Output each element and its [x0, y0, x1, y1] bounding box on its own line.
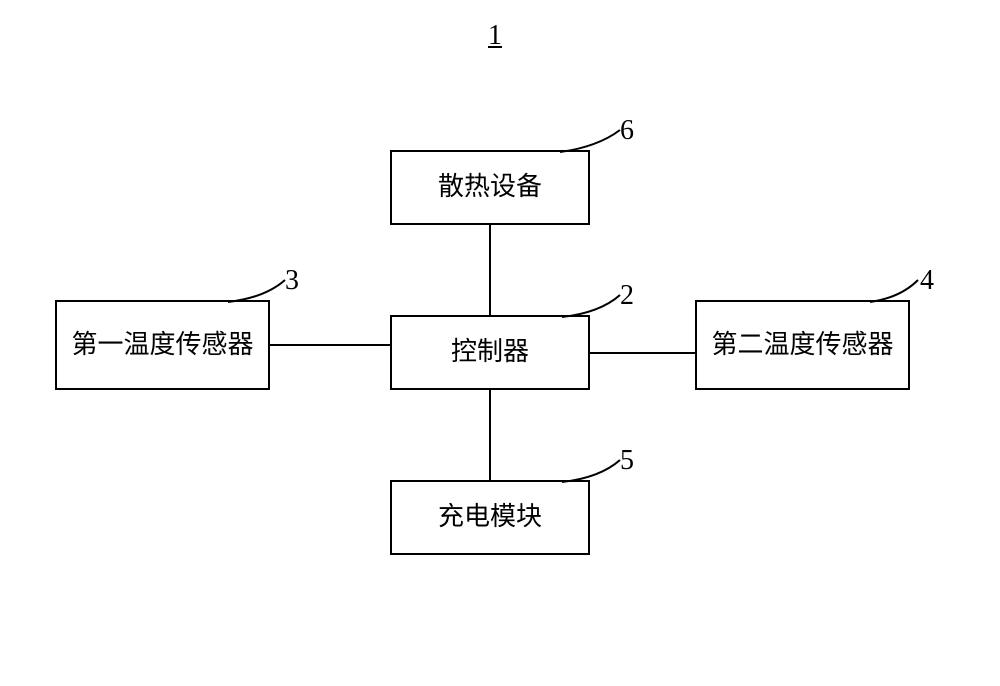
leader-label-bottom: 5 [620, 445, 634, 477]
diagram-stage: 1 散热设备控制器第一温度传感器第二温度传感器充电模块62345 [0, 0, 1000, 686]
leader-bottom [0, 0, 1000, 686]
